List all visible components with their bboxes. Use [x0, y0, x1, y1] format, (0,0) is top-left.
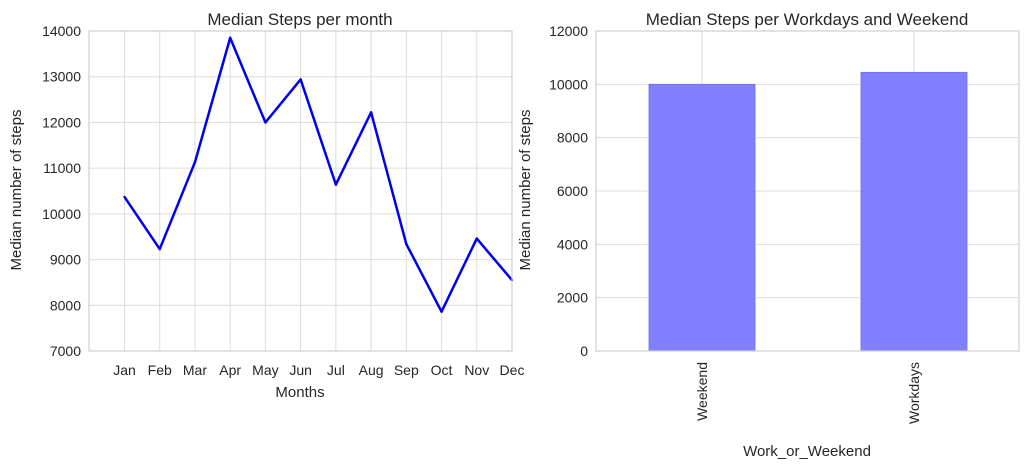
chart2-x-tick-label: Weekend — [694, 362, 710, 421]
chart1-x-tick-label: Jul — [327, 362, 345, 378]
chart1-data-point — [299, 78, 302, 81]
chart1-data-point — [334, 183, 338, 186]
chart1-x-tick-label: Sep — [394, 362, 419, 378]
chart1-xlabel: Months — [275, 384, 324, 401]
chart2-bar-workdays — [860, 71, 968, 352]
chart2-bar-weekend — [648, 83, 756, 352]
chart2-ylabel: Median number of steps — [517, 110, 534, 271]
chart1-data-point — [369, 111, 373, 114]
chart2-y-tick-label: 6000 — [557, 183, 588, 199]
chart1-data-point — [228, 36, 232, 40]
chart2-y-tick-label: 12000 — [549, 23, 588, 39]
chart1-title: Median Steps per month — [207, 10, 392, 29]
chart1-x-tick-label: Nov — [464, 362, 489, 378]
chart1-series-line — [123, 36, 513, 313]
chart1-x-tick-label: Aug — [359, 362, 384, 378]
chart2-y-tick-label: 0 — [580, 343, 588, 359]
chart2-y-tick-label: 8000 — [557, 130, 588, 146]
chart1-data-point — [264, 121, 267, 124]
chart1-y-tick-label: 8000 — [50, 297, 81, 313]
chart1-data-point — [193, 161, 197, 164]
line-chart-median-steps-per-month: Median Steps per month Months Median num… — [8, 10, 524, 401]
chart1-plot-frame — [88, 30, 513, 352]
chart1-ylabel: Median number of steps — [8, 110, 25, 271]
chart1-x-tick-label: Dec — [500, 362, 525, 378]
chart1-data-point — [440, 310, 443, 313]
chart2-y-tick-label: 4000 — [557, 236, 588, 252]
chart1-data-point — [123, 195, 126, 199]
chart2-y-tick-label: 10000 — [549, 76, 588, 92]
bar-chart-workdays-weekend: Median Steps per Workdays and Weekend Wo… — [517, 10, 1020, 460]
chart1-y-tick-label: 13000 — [42, 69, 81, 85]
chart1-data-point — [405, 242, 408, 246]
chart1-x-tick-label: Feb — [148, 362, 172, 378]
chart1-x-tick-label: Mar — [183, 362, 207, 378]
chart1-y-tick-label: 14000 — [42, 23, 81, 39]
chart2-title: Median Steps per Workdays and Weekend — [646, 10, 969, 29]
chart2-y-tick-label: 2000 — [557, 290, 588, 306]
chart1-data-point — [158, 247, 161, 251]
chart1-x-tick-label: Apr — [219, 362, 241, 378]
chart1-y-tick-label: 11000 — [43, 160, 81, 176]
chart1-y-tick-label: 7000 — [50, 343, 81, 359]
chart1-y-tick-label: 12000 — [42, 114, 81, 130]
chart1-x-tick-label: Oct — [431, 362, 453, 378]
chart1-y-tick-label: 10000 — [42, 206, 81, 222]
chart1-x-tick-label: May — [252, 362, 278, 378]
chart2-xlabel: Work_or_Weekend — [743, 443, 871, 460]
chart1-data-point — [475, 237, 478, 240]
chart1-y-tick-label: 9000 — [50, 252, 81, 268]
chart1-x-tick-label: Jun — [289, 362, 312, 378]
chart2-plot-frame — [595, 30, 1020, 352]
chart1-x-tick-label: Jan — [113, 362, 136, 378]
chart2-x-tick-label: Workdays — [906, 362, 922, 424]
